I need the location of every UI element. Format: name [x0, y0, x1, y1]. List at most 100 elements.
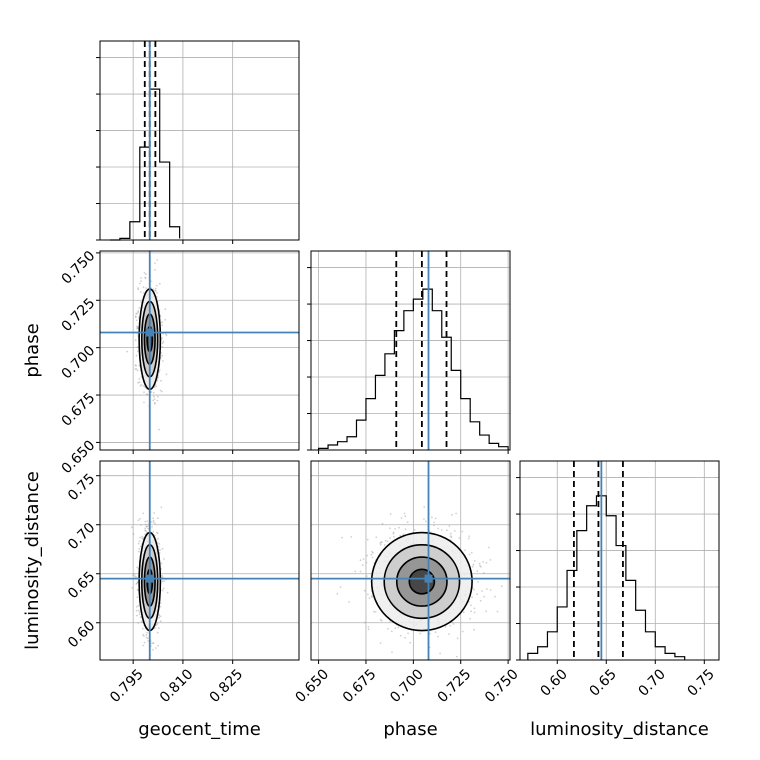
panel-phase-vs-luminosity_distance: [310, 460, 511, 664]
sample-point: [135, 354, 138, 357]
sample-point: [141, 537, 144, 540]
sample-point: [473, 611, 476, 614]
sample-point: [448, 633, 450, 635]
x-tick-label-phase: 0.675: [340, 666, 380, 706]
sample-point: [446, 529, 448, 532]
sample-point: [154, 262, 156, 265]
sample-point: [139, 282, 141, 285]
sample-point: [409, 641, 412, 644]
sample-point: [137, 288, 140, 291]
sample-point: [391, 651, 393, 654]
sample-point: [455, 512, 457, 515]
x-tick-label-luminosity_distance: 0.65: [587, 666, 620, 699]
sample-point: [147, 640, 150, 642]
sample-point: [158, 369, 161, 371]
sample-point: [336, 592, 339, 595]
sample-point: [154, 287, 157, 290]
sample-point: [494, 595, 496, 598]
sample-point: [363, 621, 366, 624]
sample-point: [368, 597, 371, 600]
sample-point: [135, 364, 137, 367]
sample-point: [389, 513, 392, 516]
sample-point: [371, 596, 374, 598]
sample-point: [156, 622, 159, 625]
sample-point: [135, 583, 138, 585]
sample-point: [361, 564, 364, 566]
sample-point: [140, 228, 142, 230]
sample-point: [156, 291, 159, 294]
sample-point: [158, 428, 160, 431]
sample-point: [452, 623, 455, 625]
x-tick-label-geocent_time: 0.825: [207, 666, 247, 706]
sample-point: [136, 596, 139, 599]
sample-point: [390, 630, 393, 633]
sample-point: [479, 564, 481, 567]
x-tick-label-luminosity_distance: 0.70: [636, 666, 669, 699]
sample-point: [451, 513, 453, 516]
sample-point: [379, 542, 382, 544]
sample-point: [478, 562, 481, 565]
sample-point: [413, 529, 416, 531]
sample-point: [139, 545, 142, 548]
sample-point: [145, 287, 148, 289]
sample-point: [365, 561, 368, 564]
sample-point: [480, 566, 482, 568]
sample-point: [450, 536, 453, 539]
sample-point: [143, 391, 145, 394]
sample-point: [160, 379, 163, 382]
sample-point: [154, 402, 156, 405]
sample-point: [134, 575, 137, 577]
sample-point: [136, 326, 139, 329]
sample-point: [140, 383, 143, 386]
sample-point: [143, 635, 145, 637]
sample-point: [462, 611, 465, 614]
sample-point: [144, 529, 146, 532]
sample-point: [137, 381, 140, 384]
panel-content: [100, 461, 299, 660]
sample-point: [146, 237, 148, 239]
sample-point: [162, 360, 164, 362]
sample-point: [161, 576, 164, 579]
y-tick-label-phase: 0.725: [59, 295, 99, 335]
sample-point: [136, 581, 139, 583]
sample-point: [350, 536, 353, 538]
sample-point: [482, 561, 484, 563]
sample-point: [156, 531, 158, 534]
sample-point: [156, 532, 159, 535]
sample-point: [161, 324, 163, 327]
sample-point: [144, 520, 147, 523]
sample-point: [159, 549, 161, 552]
sample-point: [150, 521, 153, 523]
sample-point: [163, 580, 165, 582]
sample-point: [476, 593, 478, 596]
axes-frame: [99, 460, 300, 661]
sample-point: [146, 393, 148, 396]
sample-point: [449, 532, 452, 535]
sample-point: [156, 631, 159, 634]
panel-content: [100, 228, 299, 450]
sample-point: [473, 588, 475, 591]
sample-point: [163, 558, 165, 560]
sample-point: [476, 570, 479, 573]
marginal-phase: [307, 250, 511, 454]
sample-point: [154, 647, 157, 649]
sample-point: [379, 543, 382, 546]
sample-point: [359, 570, 362, 573]
sample-point: [138, 381, 141, 384]
sample-point: [362, 558, 365, 560]
sample-point: [138, 548, 141, 550]
sample-point: [469, 617, 471, 620]
x-tick-label-phase: 0.725: [435, 666, 475, 706]
sample-point: [152, 642, 155, 644]
sample-point: [379, 642, 382, 644]
sample-point: [153, 512, 156, 514]
contour-line: [408, 568, 436, 595]
sample-point: [147, 527, 150, 530]
sample-point: [489, 589, 492, 591]
sample-point: [155, 385, 158, 388]
sample-point: [134, 368, 137, 370]
sample-point: [437, 527, 440, 530]
sample-point: [470, 604, 472, 606]
sample-point: [161, 337, 164, 339]
